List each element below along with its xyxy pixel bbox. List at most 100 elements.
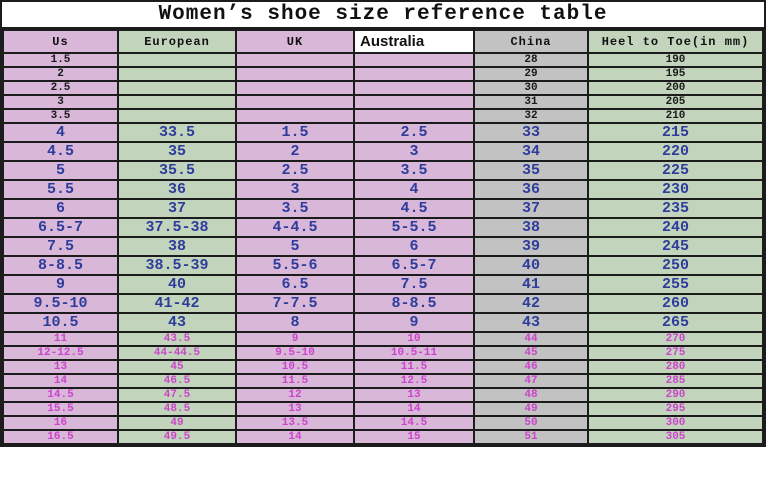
- table-row: 15.5 48.5 13 14 49 295: [2, 401, 764, 417]
- cell-australia: 14.5: [353, 415, 475, 431]
- cell-china: 34: [473, 141, 589, 162]
- table-row: 4 33.5 1.5 2.5 33 215: [2, 122, 764, 143]
- cell-us: 3.5: [2, 108, 119, 124]
- cell-australia: 11.5: [353, 359, 475, 375]
- cell-australia: 2.5: [353, 122, 475, 143]
- table-row: 3.5 32 210: [2, 108, 764, 124]
- header-cell-australia: Australia: [353, 29, 475, 54]
- cell-european: 41-42: [117, 293, 237, 314]
- cell-uk: 9.5-10: [235, 345, 355, 361]
- cell-us: 16: [2, 415, 119, 431]
- table-row: 2.5 30 200: [2, 80, 764, 96]
- header-cell-us: Us: [2, 29, 119, 54]
- cell-heel_to_toe: 250: [587, 255, 764, 276]
- cell-china: 47: [473, 373, 589, 389]
- cell-uk: 8: [235, 312, 355, 333]
- cell-china: 39: [473, 236, 589, 257]
- cell-heel_to_toe: 195: [587, 66, 764, 82]
- table-row: 3 31 205: [2, 94, 764, 110]
- table-row: 1.5 28 190: [2, 52, 764, 68]
- table-header-row: Us European UK Australia China Heel to Toe(in…: [2, 29, 764, 54]
- cell-us: 6: [2, 198, 119, 219]
- cell-china: 33: [473, 122, 589, 143]
- table-row: 9.5-10 41-42 7-7.5 8-8.5 42 260: [2, 293, 764, 314]
- cell-us: 13: [2, 359, 119, 375]
- cell-uk: [235, 94, 355, 110]
- table-row: 11 43.5 9 10 44 270: [2, 331, 764, 347]
- cell-australia: 7.5: [353, 274, 475, 295]
- cell-european: 43.5: [117, 331, 237, 347]
- cell-australia: [353, 94, 475, 110]
- cell-china: 44: [473, 331, 589, 347]
- cell-uk: [235, 80, 355, 96]
- cell-australia: 3: [353, 141, 475, 162]
- cell-european: 37.5-38: [117, 217, 237, 238]
- cell-australia: 4.5: [353, 198, 475, 219]
- cell-european: [117, 66, 237, 82]
- cell-uk: 11.5: [235, 373, 355, 389]
- cell-australia: 9: [353, 312, 475, 333]
- cell-european: [117, 52, 237, 68]
- cell-us: 7.5: [2, 236, 119, 257]
- cell-heel_to_toe: 220: [587, 141, 764, 162]
- cell-european: 49: [117, 415, 237, 431]
- cell-heel_to_toe: 270: [587, 331, 764, 347]
- cell-european: 45: [117, 359, 237, 375]
- cell-heel_to_toe: 190: [587, 52, 764, 68]
- cell-us: 12-12.5: [2, 345, 119, 361]
- cell-australia: 3.5: [353, 160, 475, 181]
- cell-heel_to_toe: 200: [587, 80, 764, 96]
- cell-us: 10.5: [2, 312, 119, 333]
- cell-heel_to_toe: 255: [587, 274, 764, 295]
- cell-us: 16.5: [2, 429, 119, 445]
- cell-china: 45: [473, 345, 589, 361]
- cell-china: 29: [473, 66, 589, 82]
- cell-european: 35: [117, 141, 237, 162]
- header-cell-european: European: [117, 29, 237, 54]
- cell-us: 1.5: [2, 52, 119, 68]
- cell-uk: 5: [235, 236, 355, 257]
- cell-us: 15.5: [2, 401, 119, 417]
- cell-us: 14.5: [2, 387, 119, 403]
- cell-australia: [353, 52, 475, 68]
- cell-australia: 15: [353, 429, 475, 445]
- cell-heel_to_toe: 290: [587, 387, 764, 403]
- cell-european: 38: [117, 236, 237, 257]
- cell-australia: 4: [353, 179, 475, 200]
- cell-uk: 10.5: [235, 359, 355, 375]
- cell-uk: 5.5-6: [235, 255, 355, 276]
- cell-uk: 7-7.5: [235, 293, 355, 314]
- shoe-size-table: Us European UK Australia China Heel to Toe(in…: [2, 29, 764, 445]
- cell-uk: [235, 52, 355, 68]
- cell-us: 5.5: [2, 179, 119, 200]
- cell-us: 11: [2, 331, 119, 347]
- cell-us: 6.5-7: [2, 217, 119, 238]
- cell-australia: [353, 80, 475, 96]
- cell-european: 43: [117, 312, 237, 333]
- cell-us: 14: [2, 373, 119, 389]
- table-row: 7.5 38 5 6 39 245: [2, 236, 764, 257]
- cell-heel_to_toe: 205: [587, 94, 764, 110]
- cell-heel_to_toe: 235: [587, 198, 764, 219]
- table-row: 2 29 195: [2, 66, 764, 82]
- cell-heel_to_toe: 215: [587, 122, 764, 143]
- cell-heel_to_toe: 260: [587, 293, 764, 314]
- cell-china: 28: [473, 52, 589, 68]
- cell-us: 5: [2, 160, 119, 181]
- cell-uk: 1.5: [235, 122, 355, 143]
- cell-heel_to_toe: 285: [587, 373, 764, 389]
- cell-us: 2.5: [2, 80, 119, 96]
- cell-uk: [235, 66, 355, 82]
- header-cell-heel_to_toe: Heel to Toe(in mm): [587, 29, 764, 54]
- table-row: 16 49 13.5 14.5 50 300: [2, 415, 764, 431]
- table-row: 8-8.5 38.5-39 5.5-6 6.5-7 40 250: [2, 255, 764, 276]
- cell-uk: 14: [235, 429, 355, 445]
- table-row: 5 35.5 2.5 3.5 35 225: [2, 160, 764, 181]
- cell-australia: 12.5: [353, 373, 475, 389]
- cell-heel_to_toe: 225: [587, 160, 764, 181]
- cell-european: [117, 80, 237, 96]
- cell-china: 43: [473, 312, 589, 333]
- cell-uk: 2.5: [235, 160, 355, 181]
- cell-european: [117, 108, 237, 124]
- cell-uk: 3.5: [235, 198, 355, 219]
